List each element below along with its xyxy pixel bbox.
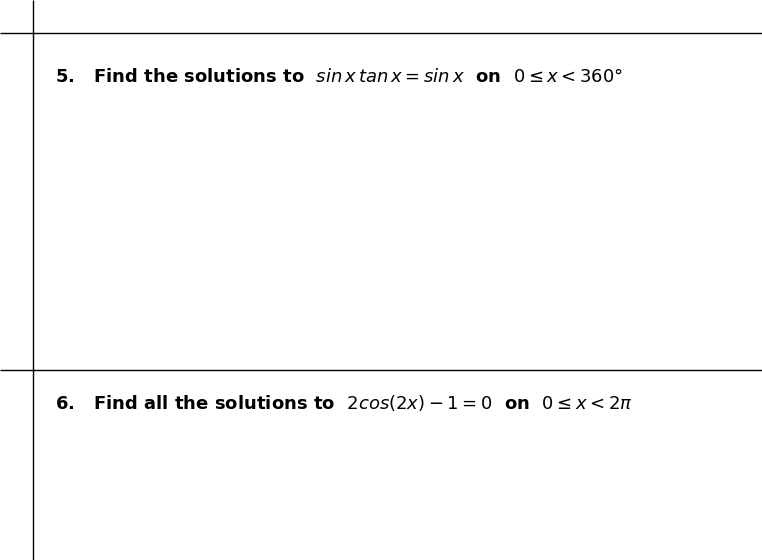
Text: 5.   Find the solutions to  $\mathit{sin\,x\,tan\,x = sin\,x}$  on  $0 \leq x < : 5. Find the solutions to $\mathit{sin\,x… [55,68,623,86]
Text: 6.   Find all the solutions to  $2\mathit{cos}(2\mathit{x})-1=0$  on  $0 \leq x : 6. Find all the solutions to $2\mathit{c… [55,393,632,413]
